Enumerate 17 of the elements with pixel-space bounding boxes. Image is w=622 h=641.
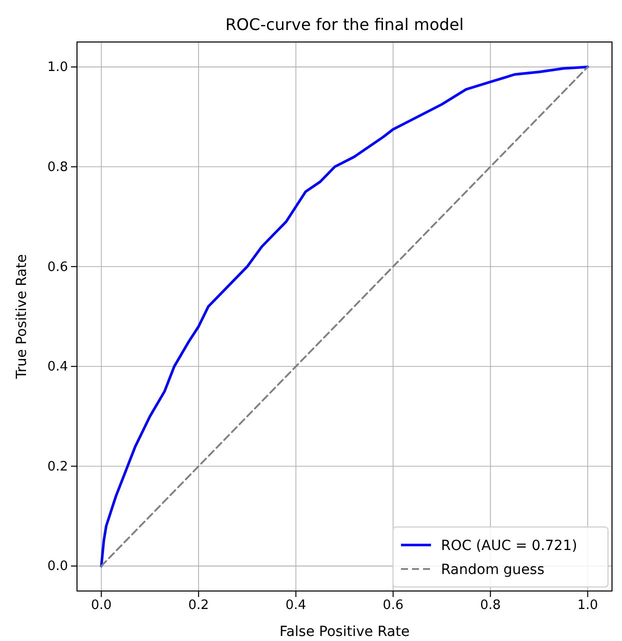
y-axis-title: True Positive Rate: [14, 254, 30, 380]
x-tick-label: 0.2: [188, 598, 209, 614]
y-tick-label: 0.8: [47, 160, 68, 175]
y-tick-label: 0.4: [47, 360, 68, 375]
x-tick-label: 0.6: [382, 598, 404, 614]
x-tick-label: 0.4: [286, 598, 306, 614]
y-tick-label: 0.0: [47, 559, 68, 574]
legend-label: ROC (AUC = 0.721): [441, 538, 578, 554]
chart-title: ROC-curve for the final model: [225, 15, 464, 34]
y-tick-label: 0.2: [47, 459, 68, 474]
y-tick-label: 0.6: [47, 260, 68, 275]
x-tick-label: 0.8: [480, 598, 501, 614]
x-tick-label: 0.0: [90, 598, 112, 614]
y-tick-label: 1.0: [47, 60, 68, 76]
x-axis-title: False Positive Rate: [279, 624, 410, 640]
x-tick-label: 1.0: [577, 598, 598, 614]
legend-label: Random guess: [441, 562, 544, 578]
